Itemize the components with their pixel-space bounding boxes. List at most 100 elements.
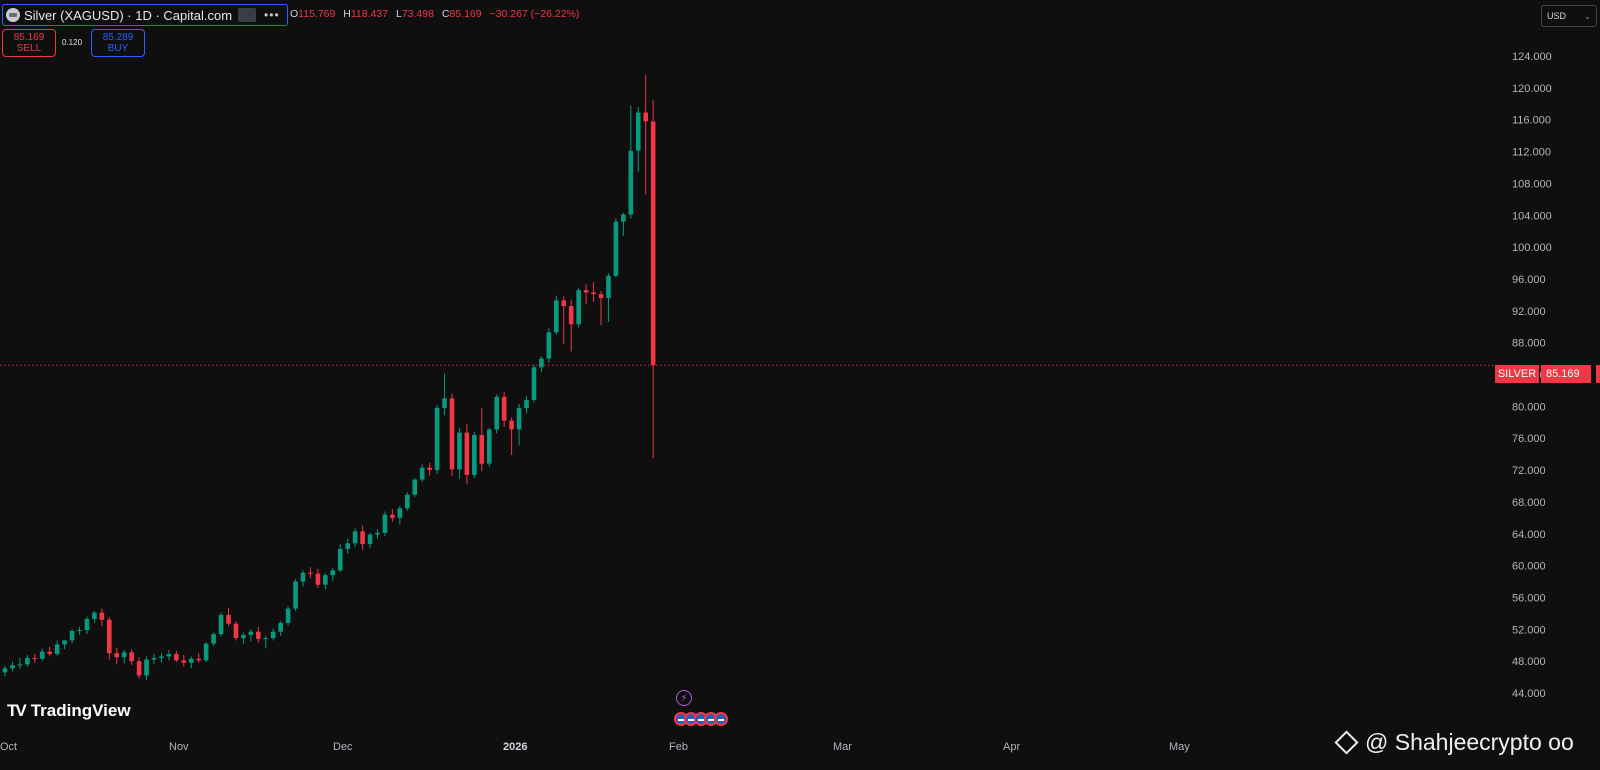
currency-value: USD bbox=[1547, 11, 1567, 21]
candle-body bbox=[539, 358, 544, 368]
price-tick-label: 60.000 bbox=[1512, 561, 1546, 573]
sell-button[interactable]: 85.169 SELL bbox=[2, 29, 56, 57]
candle bbox=[591, 282, 596, 303]
diamond-icon bbox=[1334, 730, 1359, 755]
candle bbox=[486, 427, 492, 467]
candle bbox=[92, 610, 97, 623]
candle bbox=[99, 608, 105, 627]
candle bbox=[516, 403, 522, 446]
candle bbox=[181, 654, 187, 667]
symbol-legend[interactable]: Silver (XAGUSD) · 1D · Capital.com ••• bbox=[2, 4, 288, 26]
low-label: L bbox=[395, 8, 402, 20]
candle bbox=[77, 626, 82, 635]
candle-body bbox=[479, 435, 485, 464]
candle bbox=[442, 373, 447, 416]
us-flag-icon[interactable] bbox=[714, 712, 728, 726]
currency-select[interactable]: USD ⌄ bbox=[1541, 5, 1597, 27]
candle bbox=[62, 639, 67, 650]
candle bbox=[628, 105, 634, 219]
price-tick-label: 68.000 bbox=[1512, 497, 1546, 509]
candle bbox=[382, 511, 388, 537]
candle-body bbox=[561, 300, 567, 307]
more-options-icon[interactable]: ••• bbox=[264, 8, 280, 22]
price-tick-label: 92.000 bbox=[1512, 306, 1546, 318]
candle-body bbox=[486, 429, 492, 464]
candle bbox=[434, 404, 440, 475]
candle bbox=[554, 295, 559, 335]
visibility-icon[interactable] bbox=[238, 8, 257, 22]
candle-body bbox=[47, 651, 52, 654]
candle-body bbox=[25, 657, 30, 665]
price-tick-label: 120.000 bbox=[1512, 83, 1552, 95]
candle-body bbox=[464, 432, 470, 475]
time-tick-label: Mar bbox=[833, 741, 852, 753]
candle-body bbox=[501, 396, 507, 421]
candle-body bbox=[583, 290, 589, 293]
close-value: 85.169 bbox=[449, 8, 482, 20]
price-tick-label: 88.000 bbox=[1512, 338, 1546, 350]
candle-body bbox=[419, 467, 425, 480]
candle bbox=[390, 509, 395, 522]
candle bbox=[539, 356, 544, 373]
price-tick-label: 56.000 bbox=[1512, 592, 1546, 604]
candle-body bbox=[472, 435, 477, 475]
candle bbox=[256, 626, 261, 643]
time-tick-label: May bbox=[1169, 741, 1190, 753]
price-tick-label: 64.000 bbox=[1512, 529, 1546, 541]
candle-body bbox=[151, 657, 157, 660]
candle-body bbox=[367, 534, 373, 545]
time-tick-label: Apr bbox=[1003, 741, 1020, 753]
candle bbox=[278, 621, 283, 636]
tradingview-logo[interactable]: TV TradingView bbox=[7, 701, 131, 721]
price-tag-edge bbox=[1596, 365, 1600, 383]
price-tick-label: 116.000 bbox=[1512, 115, 1551, 127]
candle bbox=[635, 106, 641, 172]
economic-events[interactable] bbox=[674, 712, 728, 726]
symbol-title[interactable]: Silver (XAGUSD) · 1D · Capital.com bbox=[24, 7, 233, 23]
spread-value: 0.120 bbox=[62, 38, 83, 47]
candle-body bbox=[330, 570, 336, 576]
tradingview-logo-text: TradingView bbox=[30, 701, 131, 720]
candle bbox=[367, 532, 373, 549]
price-tick-label: 72.000 bbox=[1512, 465, 1546, 477]
sell-label: SELL bbox=[16, 43, 42, 54]
candle bbox=[546, 328, 552, 363]
candle-body bbox=[166, 653, 172, 657]
sell-price: 85.169 bbox=[13, 32, 45, 43]
lightning-event-icon[interactable]: ⚡ bbox=[676, 690, 692, 706]
candle-body bbox=[121, 652, 127, 658]
candle bbox=[121, 650, 127, 664]
candle bbox=[270, 628, 276, 641]
candle-body bbox=[427, 467, 432, 471]
candle-body bbox=[554, 300, 559, 333]
candle bbox=[114, 647, 120, 665]
candle-body bbox=[568, 306, 574, 325]
candle-body bbox=[84, 618, 90, 631]
buy-button[interactable]: 85.289 BUY bbox=[91, 29, 145, 57]
candle-body bbox=[337, 548, 343, 571]
candle bbox=[32, 653, 38, 663]
low-value: 73.498 bbox=[401, 8, 434, 20]
candle-body bbox=[10, 665, 15, 669]
candle bbox=[69, 629, 75, 644]
price-tick-label: 100.000 bbox=[1512, 242, 1552, 254]
time-axis[interactable]: Oct Nov Dec 2026 Feb Mar Apr May bbox=[0, 741, 1190, 753]
candle bbox=[337, 544, 343, 572]
candle bbox=[300, 570, 306, 587]
author-watermark: @ Shahjeecrypto oo bbox=[1334, 729, 1574, 756]
candle bbox=[188, 656, 194, 669]
candle bbox=[323, 572, 328, 590]
candle-body bbox=[211, 634, 216, 644]
candle bbox=[509, 417, 514, 455]
price-tick-label: 48.000 bbox=[1512, 656, 1546, 668]
candle-body bbox=[390, 514, 395, 518]
candle-body bbox=[136, 661, 142, 676]
time-tick-label: Nov bbox=[169, 741, 189, 753]
candle-body bbox=[62, 640, 67, 645]
candle bbox=[345, 538, 350, 554]
candle bbox=[233, 621, 239, 641]
candle-body bbox=[382, 514, 388, 533]
candle-body bbox=[621, 214, 626, 222]
price-tick-label: 76.000 bbox=[1512, 433, 1546, 445]
